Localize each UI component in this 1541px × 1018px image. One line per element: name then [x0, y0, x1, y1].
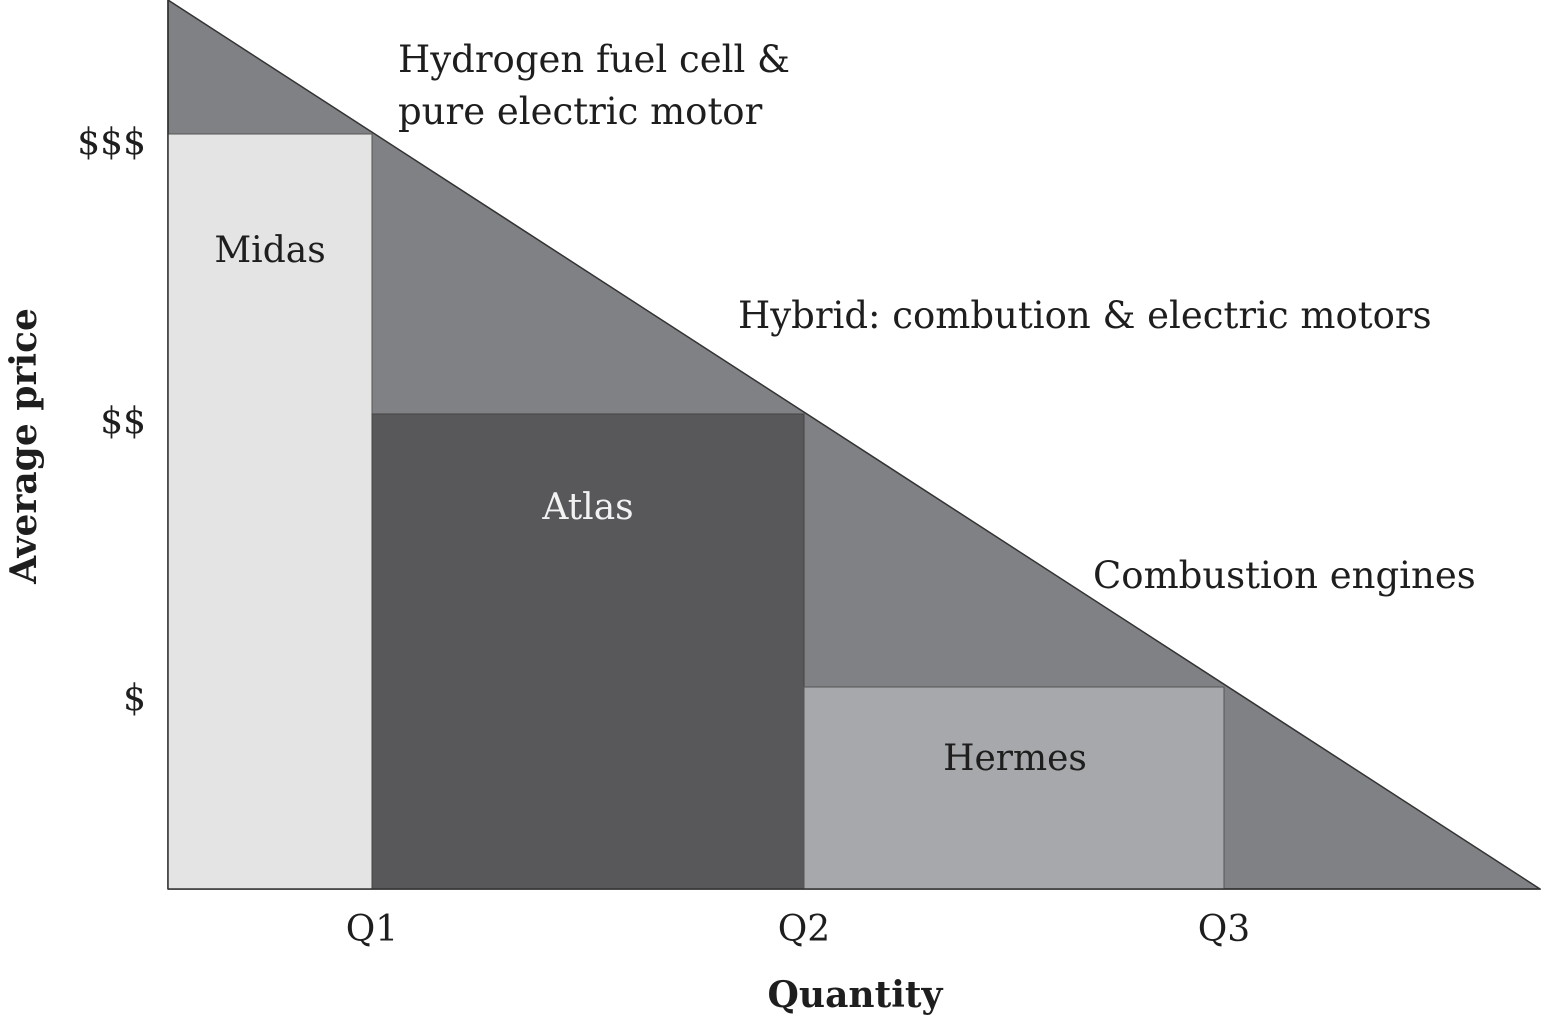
x-axis-title: Quantity: [768, 974, 944, 1016]
midas-block: [167, 133, 373, 890]
hermes-label: Hermes: [943, 738, 1087, 779]
hydrogen-label-line1: Hydrogen fuel cell &: [398, 38, 790, 81]
x-tick-q1: Q1: [346, 909, 398, 950]
hydrogen-label-line2: pure electric motor: [398, 90, 763, 133]
hermes-block: [803, 686, 1225, 890]
x-tick-q3: Q3: [1198, 909, 1250, 950]
y-tick-mid: $$: [100, 401, 146, 442]
atlas-label: Atlas: [541, 487, 633, 528]
combustion-label: Combustion engines: [1093, 554, 1476, 597]
y-tick-high: $$$: [77, 122, 146, 163]
hybrid-label: Hybrid: combution & electric motors: [738, 294, 1432, 337]
y-axis-title: Average price: [3, 308, 45, 585]
x-tick-q2: Q2: [778, 909, 830, 950]
midas-label: Midas: [214, 230, 325, 271]
y-tick-low: $: [123, 678, 146, 719]
atlas-block: [371, 413, 805, 890]
